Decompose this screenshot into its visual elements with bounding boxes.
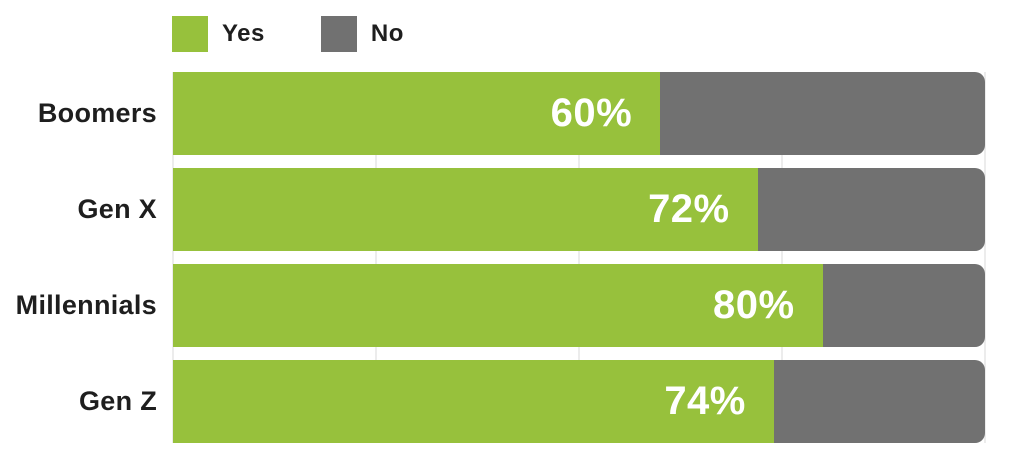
legend-item-no: No — [320, 16, 404, 52]
gridline-25 — [375, 72, 377, 443]
bar-segment-no — [822, 264, 985, 347]
legend-swatch-yes-icon — [172, 16, 208, 52]
bar-row: Millennials 80% — [0, 264, 1024, 347]
bar-row: Gen X 72% — [0, 168, 1024, 251]
gridline-75 — [781, 72, 783, 443]
gridline-50 — [578, 72, 580, 443]
value-label: 72% — [648, 187, 730, 231]
bar-segment-no — [660, 72, 985, 155]
bar-segment-no — [757, 168, 985, 251]
legend: Yes No — [172, 16, 404, 52]
bar-row: Boomers 60% — [0, 72, 1024, 155]
value-label: 60% — [550, 91, 633, 135]
category-label: Gen Z — [78, 386, 157, 416]
legend-label-no: No — [370, 20, 404, 47]
value-label: 74% — [664, 379, 746, 423]
bar-track: 60% — [173, 72, 985, 155]
bar-segment-no — [773, 360, 985, 443]
bar-row: Gen Z 74% — [0, 360, 1024, 443]
gridline-0 — [172, 72, 174, 443]
bar-segment-yes: 80% — [173, 264, 823, 347]
legend-item-yes: Yes — [172, 16, 265, 52]
bar-track: 72% — [173, 168, 985, 251]
bar-track: 74% — [173, 360, 985, 443]
bar-segment-yes: 60% — [173, 72, 661, 155]
bar-segment-yes: 72% — [173, 168, 758, 251]
category-label: Boomers — [37, 98, 157, 128]
bar-segment-yes: 74% — [173, 360, 774, 443]
gridlines — [172, 72, 986, 443]
category-label: Gen X — [77, 194, 157, 224]
legend-label-yes: Yes — [222, 20, 265, 47]
value-label: 80% — [713, 283, 795, 327]
legend-swatch-no-icon — [320, 16, 357, 52]
gridline-100 — [984, 72, 986, 443]
category-label: Millennials — [15, 290, 157, 320]
bar-track: 80% — [173, 264, 985, 347]
